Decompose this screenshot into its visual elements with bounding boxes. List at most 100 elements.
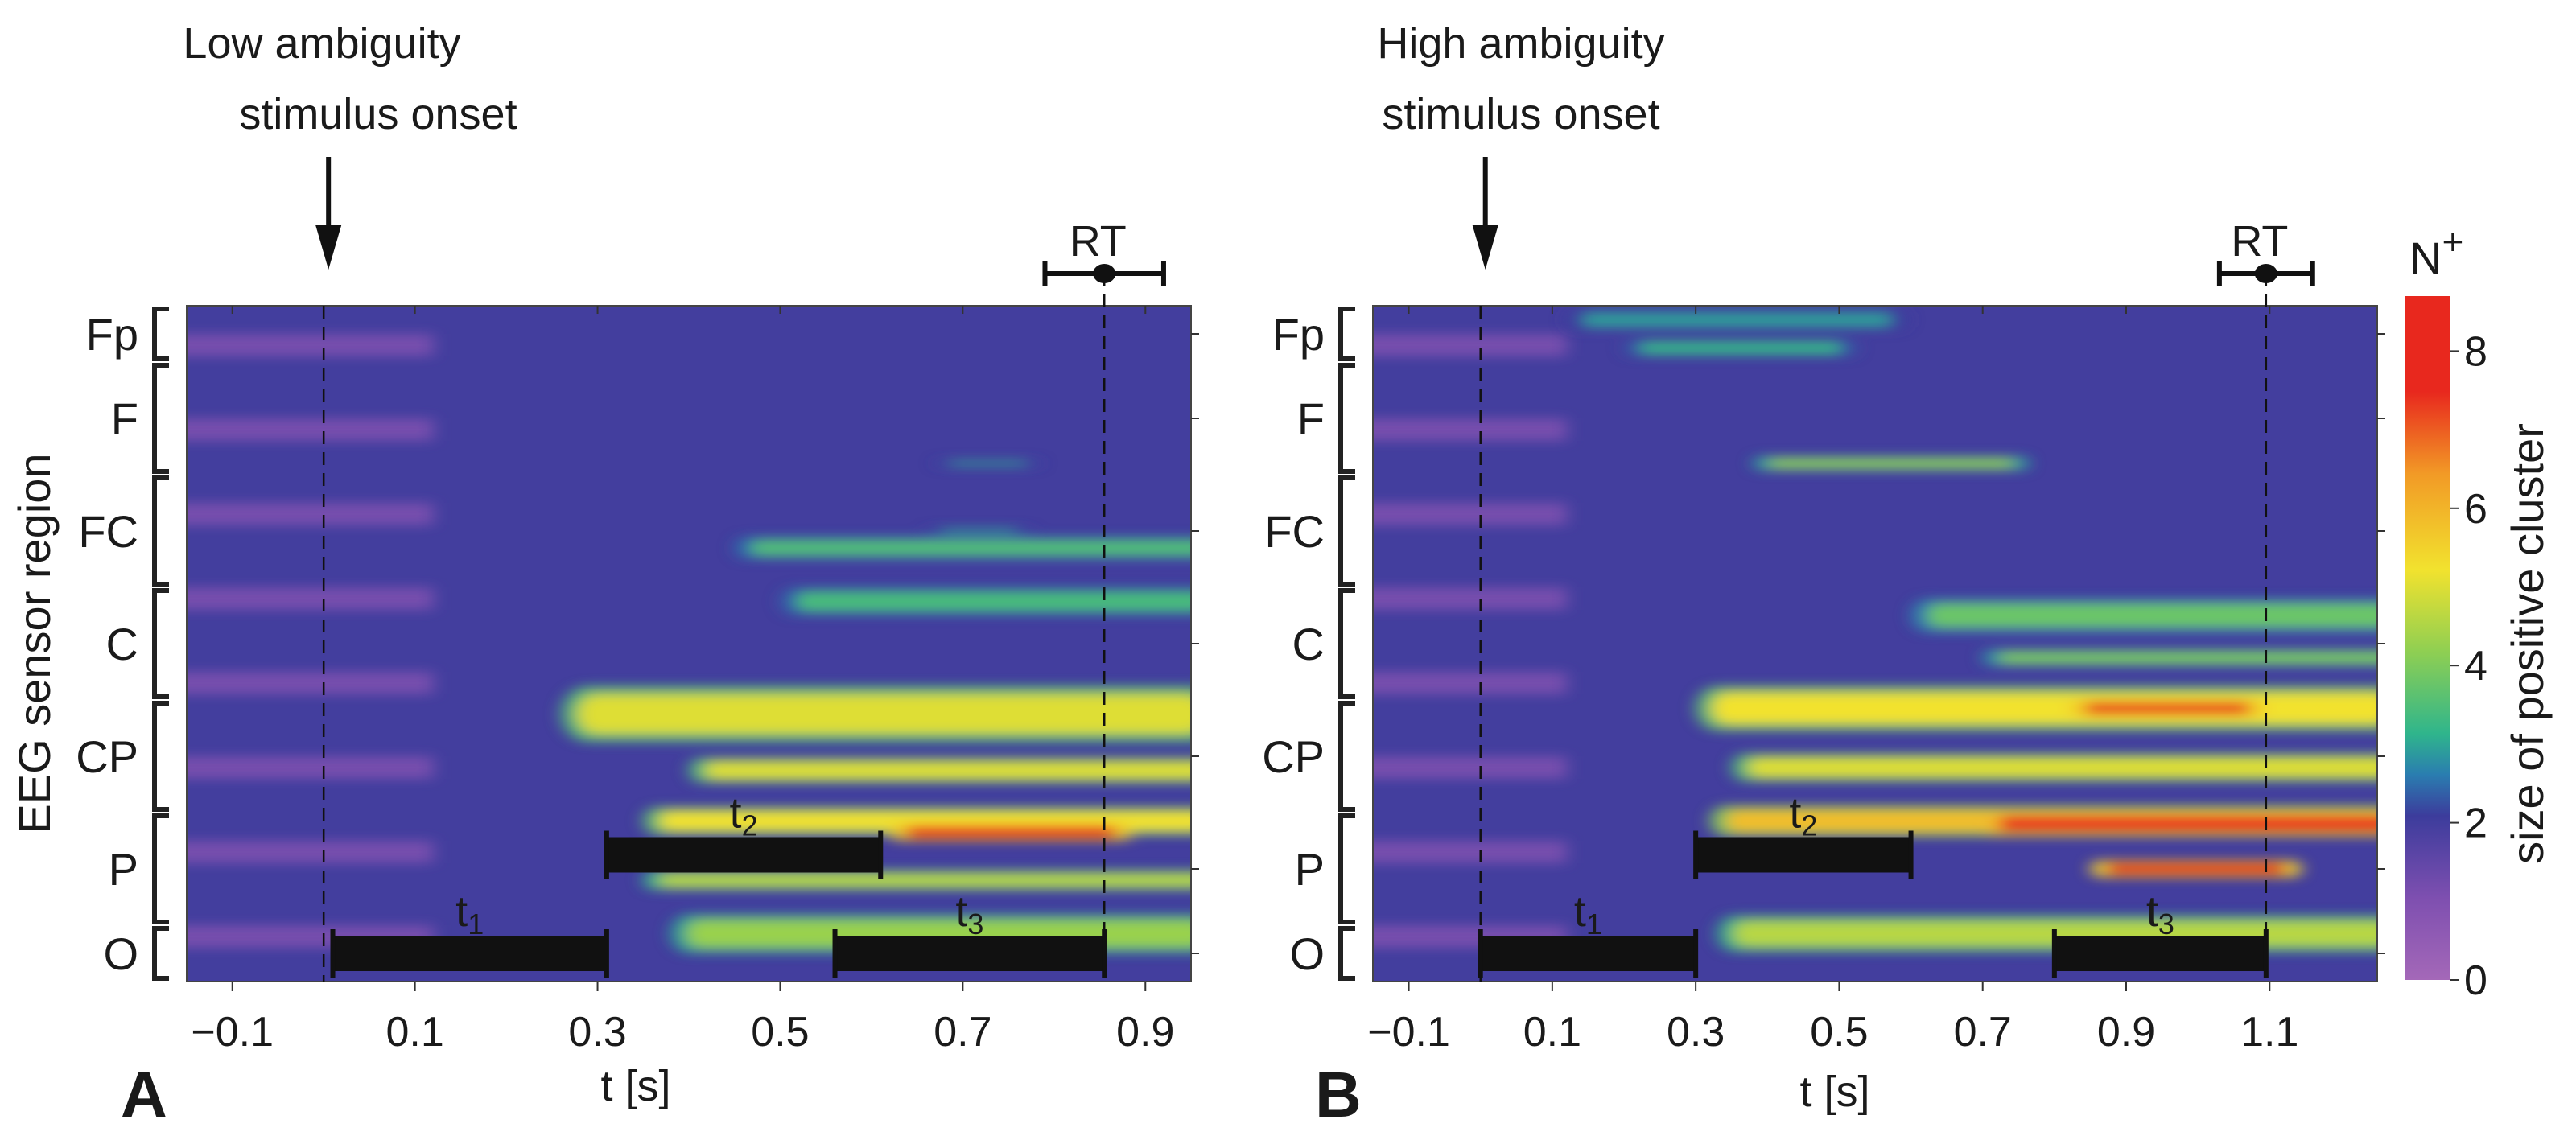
time-window-bar (332, 936, 607, 971)
hotspot-core (659, 873, 1191, 887)
region-bracket (1338, 307, 1355, 361)
heatmap-background (1373, 306, 2377, 982)
time-window-subscript: 2 (742, 809, 758, 842)
onset-label-b-line2: stimulus onset (1382, 90, 1659, 138)
region-bracket (152, 588, 169, 699)
low-value-band (187, 756, 434, 779)
x-tick-label: 0.1 (385, 1009, 443, 1056)
heatmap-b (1373, 306, 2377, 982)
hotspot-core (705, 761, 1191, 780)
panel-letter-b: B (1315, 1059, 1362, 1130)
colorbar-title-sup: + (2442, 220, 2463, 262)
colorbar-tick-label: 2 (2464, 801, 2487, 847)
region-label: CP (1262, 731, 1325, 782)
region-label: O (103, 928, 138, 979)
low-value-band (187, 418, 434, 441)
low-value-band (187, 672, 434, 694)
heatmap-a (187, 306, 1191, 982)
time-window-bar (1480, 936, 1696, 971)
colorbar-tick-label: 8 (2464, 328, 2487, 375)
region-label: FC (78, 506, 138, 557)
hotspot-core (1747, 757, 2377, 778)
low-value-band (1373, 672, 1567, 694)
rt-marker (1093, 264, 1116, 283)
panel-b: High ambiguity stimulus onset −0.1 0.1 0.3… (1262, 19, 2385, 1130)
region-bracket (1338, 926, 1355, 981)
hotspot-core (951, 461, 1025, 466)
hotspot-core (2106, 862, 2286, 875)
region-label: P (109, 844, 138, 895)
hotspot-core (1927, 603, 2377, 628)
colorbar-title-main: N (2409, 233, 2442, 283)
time-window-bar (835, 936, 1105, 971)
region-bracket (152, 926, 169, 981)
hotspot-core (2084, 702, 2250, 714)
hotspot-core (1998, 652, 2377, 664)
low-value-band (1373, 503, 1567, 525)
time-window-bar (1696, 837, 1911, 873)
region-bracket (152, 813, 169, 924)
region-bracket (152, 363, 169, 474)
x-tick-label: 0.3 (568, 1009, 626, 1056)
low-value-layer (187, 334, 434, 948)
region-label: F (111, 393, 138, 444)
time-window-subscript: 2 (1801, 809, 1817, 842)
region-bracket (152, 307, 169, 361)
time-window-bar (2054, 936, 2266, 971)
time-window-subscript: 1 (468, 908, 484, 941)
x-tick-label: 0.3 (1667, 1009, 1725, 1056)
hotspot-core (1769, 458, 2013, 469)
region-bracket (1338, 813, 1355, 924)
time-window-subscript: 3 (2158, 908, 2174, 941)
x-tick-label: −0.1 (191, 1009, 274, 1056)
colorbar-ticks: 0 2 4 6 8 (2450, 328, 2487, 1004)
onset-arrow-head (1472, 225, 1498, 270)
region-label: CP (76, 731, 138, 782)
colorbar-title: N+ (2409, 220, 2463, 283)
hotspot-core (1998, 816, 2377, 832)
region-label: Fp (86, 309, 138, 360)
xlabel-b: t [s] (1799, 1068, 1869, 1116)
low-value-band (1373, 334, 1567, 356)
region-bracket (1338, 363, 1355, 474)
region-label: F (1297, 393, 1325, 444)
low-value-band (1373, 587, 1567, 610)
onset-arrow-head (315, 225, 342, 270)
x-tick-label: −0.1 (1367, 1009, 1450, 1056)
x-tick-label: 0.7 (934, 1009, 991, 1056)
colorbar-label: size of positive cluster (2502, 423, 2553, 864)
x-tick-label: 0.9 (2097, 1009, 2155, 1056)
hotspot-core (905, 826, 1116, 838)
colorbar-gradient (2405, 296, 2450, 980)
x-tick-label: 0.7 (1954, 1009, 2012, 1056)
x-tick-label: 0.9 (1116, 1009, 1174, 1056)
low-value-band (1373, 418, 1567, 441)
region-bracket (1338, 701, 1355, 812)
x-tick-label: 0.5 (751, 1009, 809, 1056)
region-label: FC (1264, 506, 1325, 557)
hotspot-core (942, 529, 1016, 533)
region-label: C (106, 619, 138, 669)
region-bracket (152, 701, 169, 812)
ylabel-a: EEG sensor region (9, 453, 60, 834)
hotspot-core (577, 694, 1191, 734)
rt-marker (2254, 264, 2277, 283)
rt-label: RT (2231, 217, 2288, 266)
x-tick-label: 1.1 (2240, 1009, 2298, 1056)
colorbar-tick-label: 4 (2464, 643, 2487, 689)
rt-label: RT (1070, 217, 1127, 266)
region-bracket (1338, 588, 1355, 699)
hotspot-core (1640, 342, 1841, 354)
low-value-band (1373, 756, 1567, 779)
xlabel-a: t [s] (600, 1062, 670, 1110)
region-label: C (1292, 619, 1325, 669)
onset-label-b-line1: High ambiguity (1377, 19, 1664, 68)
low-value-band (1373, 841, 1567, 863)
onset-label-a-line1: Low ambiguity (183, 19, 460, 68)
region-bracket (1338, 475, 1355, 587)
low-value-band (187, 587, 434, 610)
panel-a: Low ambiguity stimulus onset −0.1 0.1 0.3 0… (9, 19, 1199, 1130)
